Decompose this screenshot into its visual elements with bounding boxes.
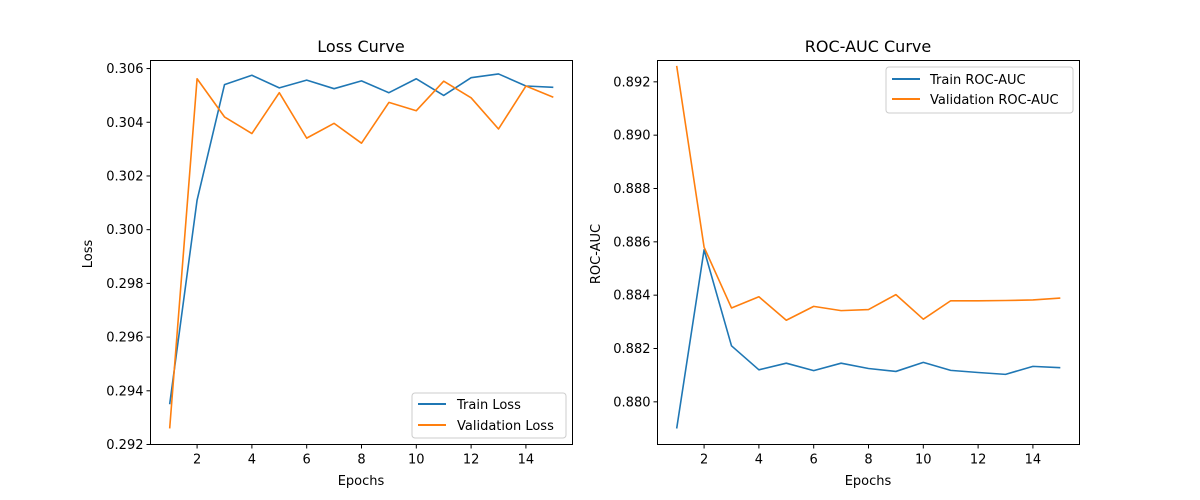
roc-auc-ytick-label: 0.882 bbox=[613, 342, 650, 357]
loss-xtick-label: 2 bbox=[193, 453, 201, 468]
roc-auc-chart-frame bbox=[657, 60, 1080, 445]
roc-auc-xtick-label: 8 bbox=[864, 453, 872, 468]
loss-chart-ylabel: Loss bbox=[81, 240, 96, 269]
loss-chart-title: Loss Curve bbox=[317, 37, 404, 56]
roc-auc-chart-xlabel: Epochs bbox=[845, 474, 892, 489]
roc-auc-ytick-label: 0.880 bbox=[613, 395, 650, 410]
roc-auc-ytick-label: 0.890 bbox=[613, 129, 650, 144]
legend-box bbox=[885, 66, 1074, 114]
series-line-train-loss bbox=[168, 73, 554, 405]
legend-label-train-roc-auc: Train ROC-AUC bbox=[929, 73, 1026, 88]
roc-auc-ytick-label: 0.892 bbox=[613, 75, 650, 90]
loss-chart-lines bbox=[168, 73, 554, 429]
series-line-validation-roc-auc bbox=[675, 65, 1061, 322]
roc-auc-chart-title: ROC-AUC Curve bbox=[805, 37, 931, 56]
roc-auc-ytick-label: 0.888 bbox=[613, 182, 650, 197]
loss-xtick-label: 14 bbox=[518, 453, 535, 468]
series-line-validation-loss bbox=[168, 77, 554, 429]
loss-xtick-label: 12 bbox=[463, 453, 480, 468]
roc-auc-ytick-label: 0.884 bbox=[613, 289, 650, 304]
roc-auc-ytick-label: 0.886 bbox=[613, 235, 650, 250]
roc-auc-xtick-label: 14 bbox=[1025, 453, 1042, 468]
legend-box bbox=[411, 392, 567, 439]
loss-ytick-label: 0.306 bbox=[106, 62, 143, 77]
loss-ytick-label: 0.300 bbox=[106, 223, 143, 238]
roc-auc-xtick-label: 6 bbox=[810, 453, 818, 468]
legend-label-train-loss: Train Loss bbox=[456, 398, 521, 413]
loss-ytick-label: 0.298 bbox=[106, 277, 143, 292]
loss-ytick-label: 0.292 bbox=[106, 438, 143, 453]
roc-auc-chart-ticks: 2 4 6 8 10 12 14 0.880 0.882 0.884 0.886 0.888 0.890… bbox=[613, 75, 1041, 467]
roc-auc-chart-lines bbox=[675, 65, 1061, 429]
legend-label-validation-loss: Validation Loss bbox=[457, 419, 554, 434]
roc-auc-xtick-label: 12 bbox=[970, 453, 987, 468]
loss-chart-ticks: 2 4 6 8 10 12 14 0.292 0.294 0.296 0.298 0.300 0.302… bbox=[106, 62, 534, 467]
roc-auc-chart-ylabel: ROC-AUC bbox=[589, 224, 604, 284]
roc-auc-xtick-label: 4 bbox=[755, 453, 763, 468]
loss-chart-xlabel: Epochs bbox=[338, 474, 385, 489]
roc-auc-xtick-label: 2 bbox=[700, 453, 708, 468]
loss-chart: Loss Curve Epochs Loss 2 4 6 8 10 12 14 0.292 0.… bbox=[81, 37, 573, 489]
loss-ytick-label: 0.294 bbox=[106, 384, 143, 399]
roc-auc-xtick-label: 10 bbox=[915, 453, 932, 468]
loss-ytick-label: 0.302 bbox=[106, 169, 143, 184]
roc-auc-chart-legend: Train ROC-AUC Validation ROC-AUC bbox=[885, 66, 1074, 114]
series-line-train-roc-auc bbox=[675, 249, 1061, 429]
loss-xtick-label: 6 bbox=[303, 453, 311, 468]
loss-ytick-label: 0.304 bbox=[106, 116, 143, 131]
loss-xtick-label: 10 bbox=[408, 453, 425, 468]
roc-auc-chart: ROC-AUC Curve Epochs ROC-AUC 2 4 6 8 10 12 14 0… bbox=[589, 37, 1080, 489]
legend-label-validation-roc-auc: Validation ROC-AUC bbox=[930, 93, 1059, 108]
loss-xtick-label: 8 bbox=[357, 453, 365, 468]
loss-ytick-label: 0.296 bbox=[106, 331, 143, 346]
loss-chart-frame bbox=[150, 60, 573, 445]
loss-chart-legend: Train Loss Validation Loss bbox=[411, 392, 567, 439]
loss-xtick-label: 4 bbox=[248, 453, 256, 468]
